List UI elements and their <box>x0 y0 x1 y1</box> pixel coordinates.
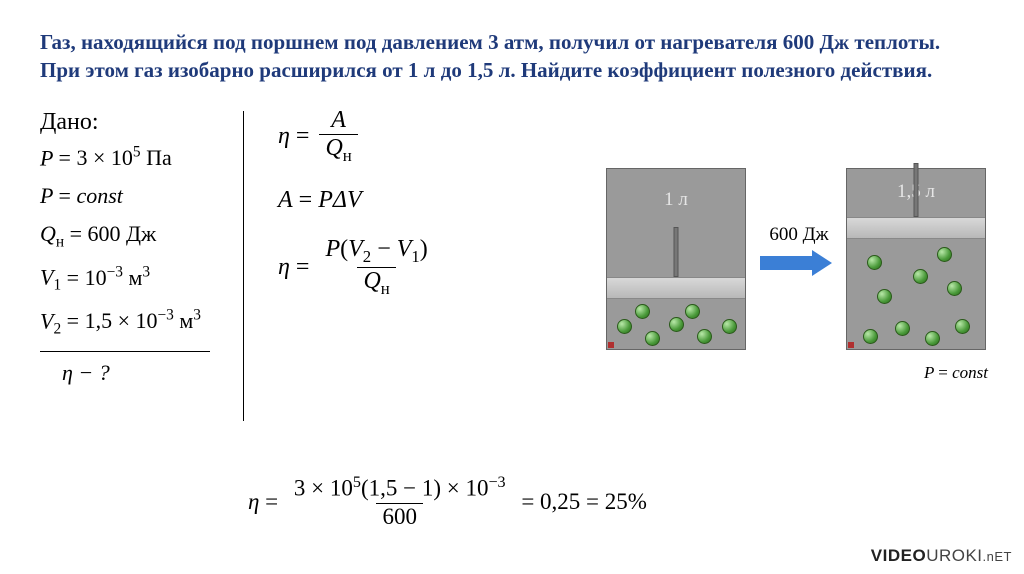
gas-molecule-icon <box>913 269 928 284</box>
problem-title: Газ, находящийся под поршнем под давлени… <box>40 28 984 85</box>
given-v1: V1 = 10−3 м3 <box>40 263 250 295</box>
piston-rod-left <box>674 227 679 277</box>
given-p-const: P = const <box>40 183 250 209</box>
watermark-suffix: .nET <box>983 549 1012 564</box>
given-q: Qн = 600 Дж <box>40 221 250 251</box>
eq-work: A = PΔV <box>278 187 580 214</box>
gas-molecule-icon <box>722 319 737 334</box>
piston-left <box>607 277 745 299</box>
gas-molecule-icon <box>867 255 882 270</box>
red-corner-icon <box>608 342 614 348</box>
gas-molecule-icon <box>877 289 892 304</box>
given-p: P = 3 × 105 Па <box>40 144 250 171</box>
watermark: VIDEOUROKI.nET <box>871 546 1012 566</box>
watermark-brand2: UROKI <box>926 546 982 565</box>
vertical-divider <box>243 111 244 421</box>
find-line: η − ? <box>40 360 250 386</box>
red-corner-icon <box>848 342 854 348</box>
eq-eta-def: η = A Qн <box>278 107 580 166</box>
gas-molecule-icon <box>863 329 878 344</box>
watermark-brand1: VIDEO <box>871 546 926 565</box>
gas-molecule-icon <box>685 304 700 319</box>
gas-molecule-icon <box>697 329 712 344</box>
gas-molecule-icon <box>617 319 632 334</box>
given-label: Дано: <box>40 109 250 136</box>
cylinder-right: 1,5 л <box>846 168 986 350</box>
p-const-label: P = const <box>924 363 988 383</box>
heat-value-label: 600 Дж <box>754 224 844 246</box>
piston-rod-right <box>914 163 919 217</box>
solution-column: η = A Qн A = PΔV η = P(V2 − V1) Qн <box>250 107 580 320</box>
horizontal-divider <box>40 351 210 352</box>
gas-molecule-icon <box>895 321 910 336</box>
gas-molecule-icon <box>669 317 684 332</box>
heat-arrow-icon <box>760 250 832 276</box>
piston-right <box>847 217 985 239</box>
gas-molecule-icon <box>635 304 650 319</box>
volume-label-left: 1 л <box>607 189 745 211</box>
gas-molecule-icon <box>925 331 940 346</box>
final-equation: η = 3 × 105(1,5 − 1) × 10−3 600 = 0,25 =… <box>248 474 647 530</box>
gas-molecule-icon <box>937 247 952 262</box>
eq-eta-expanded: η = P(V2 − V1) Qн <box>278 236 580 297</box>
given-column: Дано: P = 3 × 105 Па P = const Qн = 600 … <box>40 107 250 386</box>
piston-diagram: 1 л 1,5 л 600 Дж P = const <box>606 168 986 388</box>
gas-molecule-icon <box>947 281 962 296</box>
gas-molecule-icon <box>955 319 970 334</box>
gas-molecule-icon <box>645 331 660 346</box>
given-v2: V2 = 1,5 × 10−3 м3 <box>40 307 250 339</box>
cylinder-left: 1 л <box>606 168 746 350</box>
